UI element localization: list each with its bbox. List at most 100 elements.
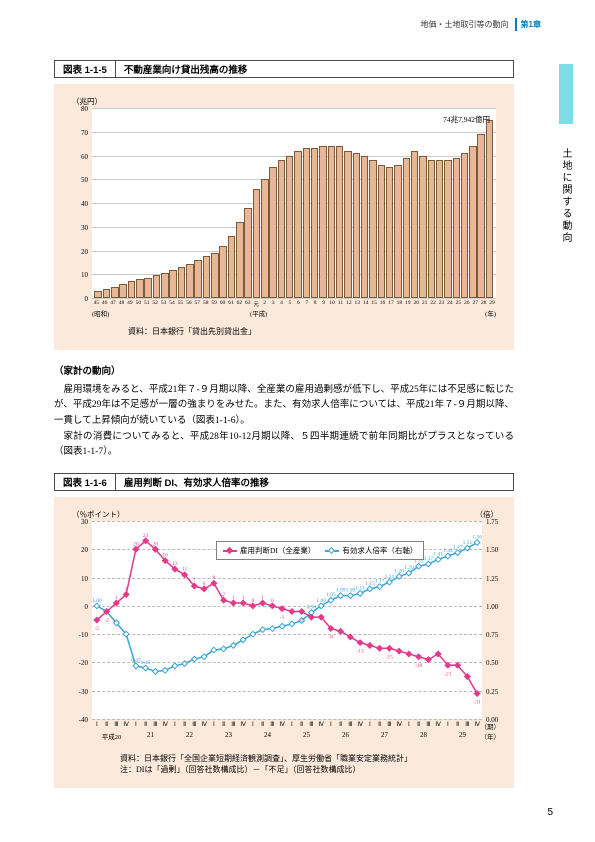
- chart1-xtick: 57: [193, 300, 201, 308]
- chart1-bar: [161, 273, 169, 298]
- chart2-legend: 雇用判断DI（全産業） 有効求人倍率（右軸）: [216, 541, 424, 560]
- chart2-quarter-tick: Ⅲ: [424, 721, 434, 728]
- figure-1-1-5-title: 図表 1-1-5 不動産業向け貸出残高の推移: [54, 60, 514, 78]
- svg-text:1.29: 1.29: [404, 565, 414, 571]
- chart1-xtick: 7: [303, 300, 311, 308]
- chart2-quarter-tick: Ⅳ: [394, 721, 404, 728]
- chart2-quarter-tick: Ⅰ: [443, 721, 453, 728]
- svg-text:1.15: 1.15: [365, 581, 375, 587]
- chart1-xtick: 50: [134, 300, 142, 308]
- chart1-xtick: 27: [471, 300, 479, 308]
- svg-text:16: 16: [162, 553, 168, 559]
- chart1-bar: [269, 167, 277, 298]
- svg-text:1.44: 1.44: [443, 548, 453, 554]
- chart1-ytick: 60: [74, 153, 88, 161]
- figure-number: 図表 1-1-5: [55, 61, 116, 77]
- svg-text:1.09: 1.09: [346, 588, 356, 594]
- chart1-xtick: 15: [370, 300, 378, 308]
- chart1-xtick: 3: [269, 300, 277, 308]
- chart2-quarter-tick: Ⅰ: [209, 721, 219, 728]
- svg-text:-15: -15: [386, 654, 394, 660]
- page-header: 地価・土地取引等の動向 第1章: [421, 18, 545, 31]
- chart2-year-tick: 24: [248, 731, 287, 741]
- chart1-xtick: 14: [362, 300, 370, 308]
- chart1-bar: [469, 146, 477, 298]
- body-p1: 雇用環境をみると、平成21年７-９月期以降、全産業の雇用過剰感が低下し、平成25…: [54, 383, 514, 430]
- chart1-bar: [253, 189, 261, 298]
- chart1-bar: [294, 151, 302, 298]
- chart1-xtick: 22: [429, 300, 437, 308]
- chart2-quarter-tick: Ⅱ: [297, 721, 307, 728]
- svg-text:-13: -13: [356, 649, 364, 655]
- chart1-xtick: 17: [387, 300, 395, 308]
- chart2-quarter-tick: Ⅰ: [170, 721, 180, 728]
- chart1-bar: [228, 236, 236, 298]
- chart2-source: 資料：日本銀行「全国企業短期経済観測調査」、厚生労働省「職業安定業務統計」 注：…: [120, 753, 412, 775]
- legend-ratio: 有効求人倍率（右軸）: [325, 545, 417, 556]
- side-tab-accent: [559, 64, 573, 124]
- svg-text:-5: -5: [95, 626, 100, 632]
- chart2-panel: （％ポイント） （倍） 雇用判断DI（全産業） 有効求人倍率（右軸） -400.…: [54, 497, 514, 788]
- chart2-quarter-tick: Ⅱ: [102, 721, 112, 728]
- chart1-xtick: 19: [404, 300, 412, 308]
- chart2-quarter-tick: Ⅰ: [131, 721, 141, 728]
- svg-text:6: 6: [203, 581, 206, 587]
- chart1-xtick: 10: [328, 300, 336, 308]
- page-number: 5: [547, 807, 553, 818]
- chart2-quarter-tick: Ⅳ: [316, 721, 326, 728]
- chart2-quarter-tick: Ⅱ: [453, 721, 463, 728]
- figure-1-1-6-title: 図表 1-1-6 雇用判断 DI、有効求人倍率の推移: [54, 473, 514, 491]
- chart2-quarter-tick: Ⅱ: [141, 721, 151, 728]
- chart2-quarter-tick: Ⅱ: [336, 721, 346, 728]
- chart1-xtick: 元: [252, 300, 260, 308]
- chart1-bar: [153, 275, 161, 298]
- chart2-quarter-tick: Ⅳ: [121, 721, 131, 728]
- chart1-bar: [144, 278, 152, 298]
- chart2-ytick-left: 20: [72, 546, 88, 554]
- chart2-quarter-tick: Ⅰ: [365, 721, 375, 728]
- chart1-xtick: 48: [117, 300, 125, 308]
- chart2-ytick-left: 0: [72, 603, 88, 611]
- svg-text:-8: -8: [329, 635, 334, 641]
- chart1-xtick: 5: [286, 300, 294, 308]
- svg-text:-31: -31: [473, 700, 481, 706]
- chart2-quarter-tick: Ⅱ: [219, 721, 229, 728]
- chart1-bar: [477, 134, 485, 298]
- chart1-bar: [169, 270, 177, 299]
- chart1-xtick: 23: [437, 300, 445, 308]
- figure-caption: 不動産業向け貸出残高の推移: [116, 62, 256, 76]
- chart1-xtick: 26: [463, 300, 471, 308]
- chart1-bar: [419, 156, 427, 299]
- chart1-bar: [444, 160, 452, 298]
- chart2-quarter-tick: Ⅰ: [92, 721, 102, 728]
- chart1-bar: [353, 153, 361, 298]
- chart2-year-tick: 27: [365, 731, 404, 741]
- chart2-quarter-tick: Ⅰ: [248, 721, 258, 728]
- svg-text:20: 20: [153, 541, 159, 547]
- svg-text:-21: -21: [444, 671, 452, 677]
- chart2-year-tick: 23: [209, 731, 248, 741]
- chart2-quarter-tick: Ⅲ: [112, 721, 122, 728]
- header-breadcrumb: 地価・土地取引等の動向: [421, 20, 509, 29]
- chart1-xtick: 29: [488, 300, 496, 308]
- chart2-quarter-tick: Ⅰ: [404, 721, 414, 728]
- chart2-ytick-right: 1.50: [486, 546, 504, 554]
- chart1-xtick: 11: [336, 300, 344, 308]
- chart1-bar: [194, 260, 202, 298]
- chart1-xtick: 6: [294, 300, 302, 308]
- chart1-bar: [436, 160, 444, 298]
- chart1-xtick: 45: [92, 300, 100, 308]
- chart2-ytick-left: -10: [72, 631, 88, 639]
- chart1-bar: [103, 289, 111, 299]
- chart1-xtick: 56: [185, 300, 193, 308]
- chart2-gridline: -400.00: [92, 719, 482, 720]
- chart1-xtick: 51: [143, 300, 151, 308]
- chart2-ytick-left: -20: [72, 659, 88, 667]
- chart1-bar: [286, 156, 294, 299]
- chart2-quarter-tick: Ⅲ: [229, 721, 239, 728]
- chart2-quarter-tick: Ⅰ: [287, 721, 297, 728]
- legend-di: 雇用判断DI（全産業）: [223, 545, 315, 556]
- chart1-bar: [261, 179, 269, 298]
- svg-text:2: 2: [222, 592, 225, 598]
- figure-number: 図表 1-1-6: [55, 474, 116, 490]
